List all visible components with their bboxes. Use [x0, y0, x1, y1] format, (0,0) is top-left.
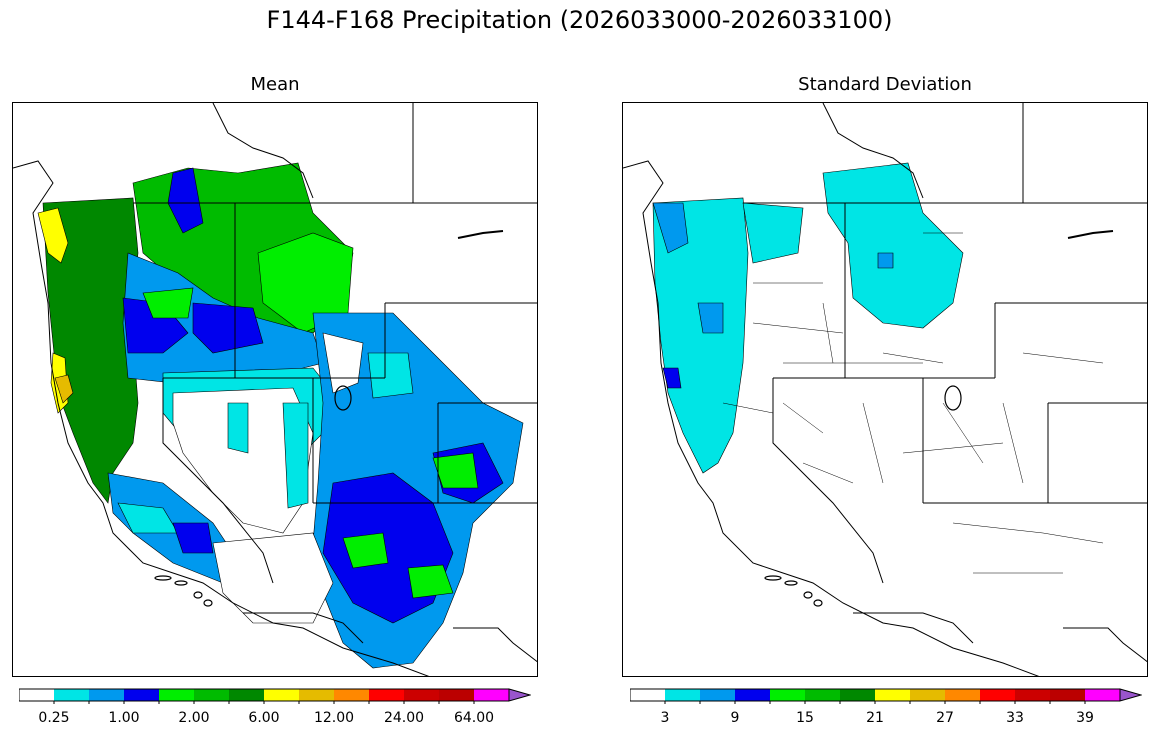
- mean-colorbar-segment: [404, 689, 439, 701]
- stddev-colorbar-segment: [770, 689, 805, 701]
- mean-colorbar-segment: [194, 689, 229, 701]
- stddev-colorbar-segment: [910, 689, 945, 701]
- mean-colorbar-tick-label: 0.25: [38, 710, 70, 726]
- mean-colorbar-tick-label: 24.00: [383, 710, 425, 726]
- stddev-colorbar-tick-label: 15: [796, 710, 814, 726]
- stddev-colorbar-segment: [875, 689, 910, 701]
- mean-colorbar: [19, 688, 531, 704]
- stddev-colorbar-segment: [805, 689, 840, 701]
- mean-basin-fills: [37, 162, 524, 669]
- mean-colorbar-segment: [264, 689, 299, 701]
- mean-colorbar-extend-arrow: [508, 688, 531, 702]
- stddev-map: [622, 102, 1148, 677]
- mean-colorbar-tick-label: 6.00: [248, 710, 280, 726]
- mean-colorbar-segment: [474, 689, 509, 701]
- stddev-colorbar: [630, 688, 1142, 704]
- mean-panel-title: Mean: [250, 74, 300, 95]
- mean-colorbar-labels: 0.25 1.00 2.00 6.00 12.00 24.00 64.00: [19, 710, 531, 730]
- stddev-colorbar-segment: [700, 689, 735, 701]
- mean-colorbar-segment: [334, 689, 369, 701]
- stddev-panel-title: Standard Deviation: [798, 74, 972, 95]
- stddev-colorbar-tick-label: 21: [866, 710, 884, 726]
- mean-colorbar-segment: [229, 689, 264, 701]
- mean-colorbar-segment: [299, 689, 334, 701]
- stddev-colorbar-tick-label: 3: [660, 710, 670, 726]
- mean-map-svg: [13, 103, 537, 676]
- stddev-colorbar-tick-label: 39: [1076, 710, 1094, 726]
- mean-colorbar-tick-label: 2.00: [178, 710, 210, 726]
- mean-colorbar-segment: [54, 689, 89, 701]
- stddev-colorbar-segment: [1050, 689, 1085, 701]
- mean-colorbar-segment: [369, 689, 404, 701]
- stddev-colorbar-segment: [735, 689, 770, 701]
- mean-colorbar-tick-label: 1.00: [108, 710, 140, 726]
- mean-colorbar-segment: [439, 689, 474, 701]
- stddev-boundaries: [623, 103, 1147, 676]
- mean-colorbar-segment: [19, 689, 54, 701]
- mean-map: [12, 102, 538, 677]
- stddev-colorbar-tick-label: 27: [936, 710, 954, 726]
- stddev-colorbar-extend-arrow: [1119, 688, 1142, 702]
- stddev-map-svg: [623, 103, 1147, 676]
- mean-colorbar-segment: [89, 689, 124, 701]
- stddev-colorbar-segment: [630, 689, 665, 701]
- stddev-colorbar-segment: [665, 689, 700, 701]
- stddev-colorbar-tick-label: 9: [730, 710, 740, 726]
- stddev-islands: [764, 385, 962, 607]
- stddev-colorbar-tick-label: 33: [1006, 710, 1024, 726]
- stddev-colorbar-segment: [1015, 689, 1050, 701]
- stddev-colorbar-segment: [1085, 689, 1120, 701]
- mean-colorbar-segment: [124, 689, 159, 701]
- figure-title: F144-F168 Precipitation (2026033000-2026…: [266, 6, 893, 34]
- stddev-colorbar-labels: 3 9 15 21 27 33 39: [630, 710, 1142, 730]
- stddev-colorbar-segment: [840, 689, 875, 701]
- stddev-basin-fills: [652, 162, 964, 474]
- mean-colorbar-tick-label: 64.00: [453, 710, 495, 726]
- mean-colorbar-segment: [159, 689, 194, 701]
- mean-colorbar-tick-label: 12.00: [313, 710, 355, 726]
- stddev-colorbar-segment: [980, 689, 1015, 701]
- mean-islands: [154, 385, 352, 607]
- stddev-colorbar-segment: [945, 689, 980, 701]
- mean-boundaries: [13, 103, 537, 676]
